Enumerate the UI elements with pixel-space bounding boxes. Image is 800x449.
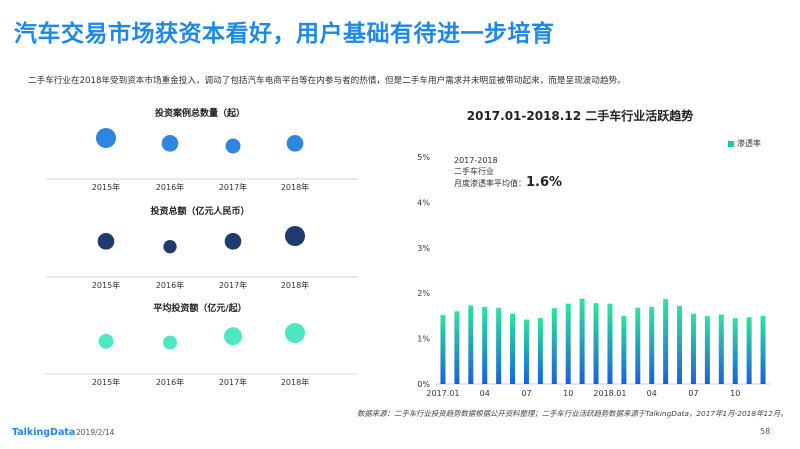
footer-date: 2019/2/14 <box>76 428 115 437</box>
bar-mark <box>482 306 488 384</box>
bar-mark <box>677 305 683 384</box>
bar-mark <box>565 303 571 384</box>
bubble-mark <box>225 138 241 154</box>
y-tick-label: 2% <box>417 289 430 298</box>
bubble-x-label: 2018年 <box>281 377 309 387</box>
bar-mark <box>579 298 585 384</box>
bar-mark <box>468 305 474 384</box>
x-tick-label: 2018.01 <box>593 389 626 398</box>
bubble-chart-title: 投资案例总数量（起） <box>155 107 245 119</box>
bubble-x-label: 2017年 <box>219 377 247 387</box>
bar-mark <box>718 314 724 384</box>
page-subtitle: 二手车行业在2018年受到资本市场重金投入，调动了包括汽车电商平台等在内参与者的… <box>28 76 626 86</box>
x-tick-label: 2017.01 <box>426 389 459 398</box>
bar-mark <box>440 314 446 384</box>
bar-chart-title: 2017.01-2018.12 二手车行业活跃趋势 <box>467 108 693 123</box>
bubble-mark <box>163 335 177 350</box>
legend-label: 渗透率 <box>737 139 761 148</box>
y-tick-label: 5% <box>417 153 430 162</box>
bubble-mark <box>286 135 304 152</box>
bubble-chart-title: 投资总额（亿元人民币） <box>150 205 249 217</box>
x-tick-label: 04 <box>480 389 490 398</box>
bar-mark <box>621 315 627 384</box>
bubble-x-label: 2015年 <box>92 280 120 290</box>
x-tick-label: 10 <box>730 389 740 398</box>
bar-mark <box>663 299 669 384</box>
y-tick-label: 3% <box>417 244 430 253</box>
data-source-note: 数据来源：二手车行业投资趋势数据根据公开资料整理；二手车行业活跃趋势数据来源于T… <box>357 409 788 418</box>
y-tick-label: 0% <box>417 380 430 389</box>
bubble-mark <box>96 128 116 148</box>
average-annotation: 2017-2018 二手车行业 月度渗透率平均值：1.6% <box>454 155 562 189</box>
bubble-x-label: 2018年 <box>281 182 309 192</box>
bubble-mark <box>97 233 115 250</box>
bubble-x-label: 2015年 <box>92 377 120 387</box>
bubble-mark <box>224 327 242 346</box>
brand-logo: TalkingData <box>12 427 76 438</box>
y-tick-label: 1% <box>417 335 430 344</box>
bar-mark <box>537 318 543 384</box>
bar-mark <box>760 315 766 384</box>
annotation-period: 2017-2018 <box>454 156 498 165</box>
bubble-mark <box>224 233 242 250</box>
bubble-mark <box>161 135 179 152</box>
x-tick-label: 10 <box>563 389 573 398</box>
bar-mark <box>523 319 529 384</box>
bar-mark <box>732 318 738 384</box>
bubble-x-label: 2017年 <box>219 280 247 290</box>
bar-mark <box>551 308 557 384</box>
bubble-x-label: 2017年 <box>219 182 247 192</box>
bar-mark <box>704 315 710 384</box>
bar-mark <box>454 311 460 384</box>
bar-mark <box>496 307 502 384</box>
bubble-x-label: 2018年 <box>281 280 309 290</box>
bar-mark <box>593 303 599 384</box>
legend-swatch <box>728 140 734 147</box>
bubble-x-label: 2016年 <box>156 182 184 192</box>
annotation-average-value: 1.6% <box>526 175 563 190</box>
x-tick-label: 07 <box>521 389 531 398</box>
y-tick-label: 4% <box>417 198 430 207</box>
annotation-average-label: 月度渗透率平均值： <box>454 179 526 188</box>
bar-mark <box>635 307 641 384</box>
page-title: 汽车交易市场获资本看好，用户基础有待进一步培育 <box>14 21 555 47</box>
x-tick-label: 07 <box>688 389 698 398</box>
bubble-x-label: 2016年 <box>156 377 184 387</box>
annotation-average: 月度渗透率平均值：1.6% <box>454 175 563 190</box>
bubble-mark <box>285 226 305 246</box>
bar-mark <box>690 313 696 384</box>
bar-mark <box>649 306 655 384</box>
x-tick-label: 04 <box>647 389 657 398</box>
bubble-x-label: 2015年 <box>92 182 120 192</box>
bar-mark <box>746 317 752 384</box>
bubble-mark <box>163 240 177 254</box>
bubble-mark <box>98 333 114 349</box>
bubble-x-label: 2016年 <box>156 280 184 290</box>
bubble-mark <box>285 323 305 343</box>
bubble-chart-title: 平均投资额（亿元/起） <box>153 302 246 314</box>
bar-mark <box>510 313 516 384</box>
bar-mark <box>607 303 613 384</box>
annotation-industry: 二手车行业 <box>454 167 494 176</box>
page-number: 58 <box>760 427 771 436</box>
bar-legend: 渗透率 <box>728 138 761 149</box>
